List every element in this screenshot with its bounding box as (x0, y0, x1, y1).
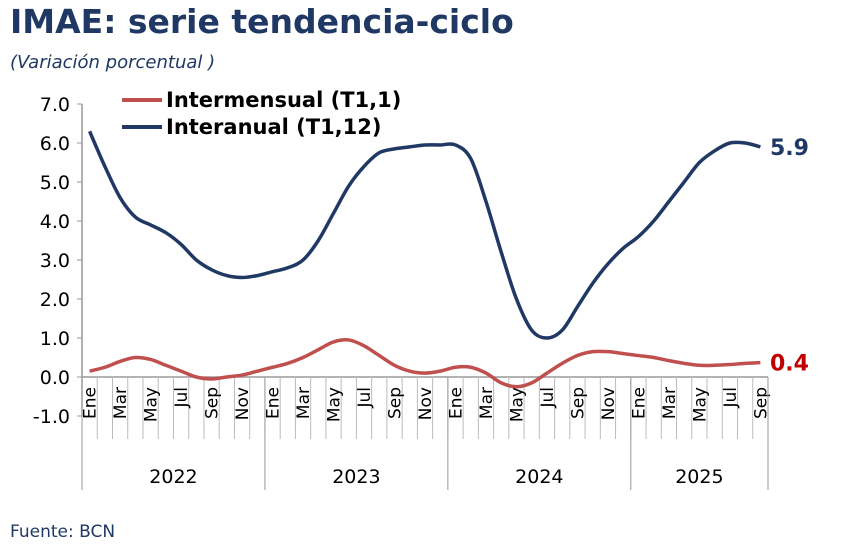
chart-subtitle: (Variación porcentual ) (10, 52, 216, 73)
legend-label-interanual: Interanual (T1,12) (166, 115, 382, 139)
month-label: Ene (629, 387, 649, 419)
series-line-interanual (88, 130, 761, 340)
month-label: Sep (386, 387, 406, 419)
y-tick-label: 4.0 (40, 211, 70, 233)
y-tick-label: 1.0 (40, 328, 70, 350)
month-label: May (325, 387, 345, 422)
year-label: 2022 (149, 466, 197, 488)
month-label: Sep (568, 387, 588, 419)
year-label: 2023 (332, 466, 380, 488)
month-label: Ene (81, 387, 101, 419)
month-label: Mar (477, 387, 497, 419)
month-label: Sep (203, 387, 223, 419)
y-tick-label: 3.0 (40, 250, 70, 272)
y-tick-label: 2.0 (40, 289, 70, 311)
month-label: Jul (355, 387, 375, 409)
month-label: Jul (172, 387, 192, 409)
chart-title: IMAE: serie tendencia-ciclo (10, 2, 514, 41)
y-tick-label: -1.0 (33, 406, 70, 428)
y-tick-label: 7.0 (40, 94, 70, 116)
legend-label-intermensual: Intermensual (T1,1) (166, 88, 401, 112)
month-label: Ene (446, 387, 466, 419)
month-label: May (142, 387, 162, 422)
month-label: Sep (751, 387, 771, 419)
year-label: 2025 (675, 466, 723, 488)
month-label: May (690, 387, 710, 422)
month-label: Mar (111, 387, 131, 419)
month-label: Nov (233, 387, 253, 420)
series-line-intermensual (89, 338, 761, 389)
month-label: May (507, 387, 527, 422)
end-label-interanual: 5.9 (770, 136, 809, 161)
month-label: Mar (660, 387, 680, 419)
month-label: Nov (416, 387, 436, 420)
end-label-intermensual: 0.4 (770, 352, 809, 377)
y-tick-label: 0.0 (40, 367, 70, 389)
y-tick-label: 5.0 (40, 172, 70, 194)
source-note: Fuente: BCN (10, 522, 116, 542)
month-label: Jul (538, 387, 558, 409)
y-tick-label: 6.0 (40, 133, 70, 155)
month-label: Mar (294, 387, 314, 419)
month-label: Jul (721, 387, 741, 409)
month-label: Ene (264, 387, 284, 419)
month-label: Nov (599, 387, 619, 420)
year-label: 2024 (515, 466, 563, 488)
